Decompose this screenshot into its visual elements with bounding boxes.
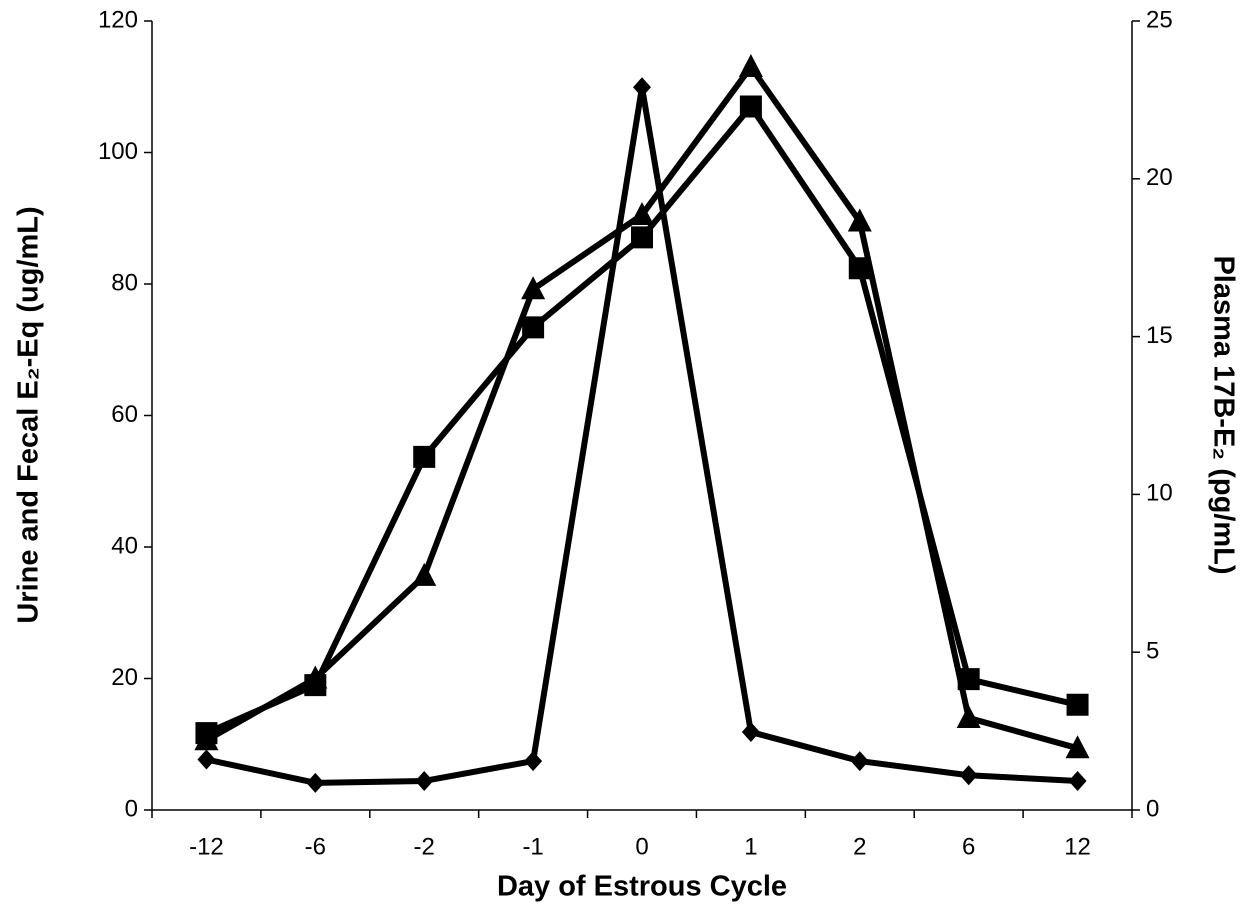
marker [956, 704, 981, 728]
marker [1068, 770, 1087, 791]
marker [631, 226, 653, 249]
x-tick-label: -2 [414, 833, 435, 860]
y-tick-label: 120 [98, 6, 138, 33]
marker [739, 95, 762, 118]
marker [847, 208, 872, 232]
y2-tick-label: 25 [1146, 6, 1173, 33]
marker [412, 562, 437, 586]
marker [959, 765, 978, 786]
y2-tick-label: 10 [1146, 480, 1173, 507]
x-tick-label: -6 [305, 833, 326, 860]
marker [522, 316, 545, 339]
series-line [205, 84, 1078, 786]
marker [413, 445, 436, 468]
x-tick-label: 6 [962, 833, 975, 860]
marker [850, 751, 869, 772]
x-tick-label: -12 [189, 833, 224, 860]
marker [630, 201, 654, 225]
marker [848, 257, 871, 280]
marker [1066, 693, 1089, 716]
marker [303, 665, 328, 689]
series-line [205, 103, 1079, 736]
marker [194, 727, 219, 751]
y2-tick-label: 15 [1146, 322, 1173, 349]
y-tick-label: 0 [125, 795, 138, 822]
marker [415, 770, 434, 791]
x-axis-title: Day of Estrous Cycle [497, 871, 787, 903]
x-tick-label: 1 [744, 833, 757, 860]
y-tick-label: 20 [111, 664, 138, 691]
y-tick-label: 80 [111, 269, 138, 296]
marker [633, 77, 651, 98]
y-tick-label: 40 [111, 532, 138, 559]
y2-axis-title: Plasma 17B-E₂ (pg/mL) [1207, 255, 1239, 574]
marker [524, 751, 543, 772]
marker [1065, 735, 1090, 759]
y2-tick-label: 20 [1146, 164, 1173, 191]
marker [738, 54, 763, 78]
y2-tick-label: 5 [1146, 638, 1159, 665]
marker [521, 276, 546, 300]
x-tick-label: -1 [522, 833, 543, 860]
y-axis-title: Urine and Fecal E₂-Eq (ug/mL) [13, 206, 45, 623]
marker [197, 749, 216, 770]
marker [306, 772, 325, 793]
y-tick-label: 100 [98, 138, 138, 165]
marker [741, 722, 760, 743]
x-tick-label: 12 [1064, 833, 1091, 860]
y2-tick-label: 0 [1146, 795, 1159, 822]
y-tick-label: 60 [111, 401, 138, 428]
x-tick-label: 0 [635, 833, 648, 860]
x-tick-label: 2 [853, 833, 866, 860]
